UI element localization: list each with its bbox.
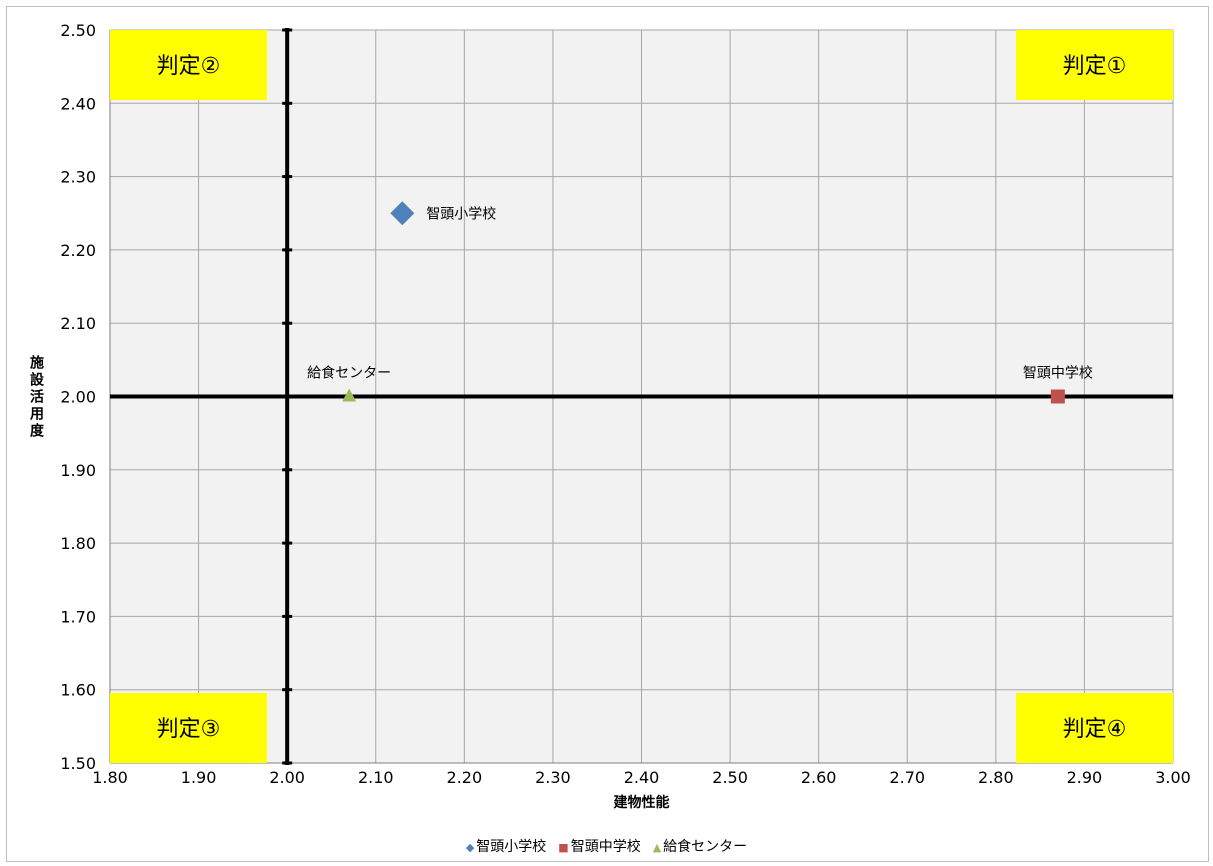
- data-point-diamond: [390, 201, 415, 226]
- legend-entry: ■ 智頭中学校: [558, 836, 640, 856]
- data-label: 智頭中学校: [1023, 365, 1093, 382]
- legend-marker-icon: ◆: [465, 841, 475, 854]
- x-tick-label: 1.90: [181, 768, 217, 787]
- quadrant-zone-top-left: [110, 30, 267, 100]
- quadrant-label-bottom-left: 判定③: [157, 717, 221, 742]
- y-tick-label: 1.70: [60, 607, 96, 626]
- y-tick-label: 2.10: [60, 314, 96, 333]
- x-tick-label: 2.10: [358, 768, 394, 787]
- y-tick-label: 2.40: [60, 94, 96, 113]
- legend-label: 智頭小学校: [476, 839, 547, 855]
- y-tick-label: 2.50: [60, 21, 96, 40]
- legend-entry: ◆ 智頭小学校: [466, 836, 546, 856]
- y-tick-label: 2.00: [60, 388, 96, 407]
- x-axis-title: 建物性能: [614, 794, 670, 811]
- x-tick-label: 2.40: [624, 768, 660, 787]
- legend-entry: ▲ 給食センター: [653, 836, 747, 856]
- x-tick-label: 2.20: [447, 768, 483, 787]
- y-tick-label: 1.80: [60, 534, 96, 553]
- y-axis-title: 施設活用度: [30, 355, 45, 440]
- x-tick-label: 2.30: [535, 768, 571, 787]
- legend: ◆ 智頭小学校 ■ 智頭中学校 ▲ 給食センター: [0, 836, 1213, 856]
- quadrant-zone-bottom-right: [1016, 693, 1173, 763]
- legend-label: 給食センター: [663, 839, 748, 855]
- x-tick-label: 2.70: [889, 768, 925, 787]
- x-tick-label: 2.80: [978, 768, 1014, 787]
- y-tick-label: 2.30: [60, 168, 96, 187]
- quadrant-label-top-left: 判定②: [157, 54, 221, 79]
- legend-label: 智頭中学校: [570, 839, 641, 855]
- quadrant-label-bottom-right: 判定④: [1063, 717, 1127, 742]
- x-tick-label: 2.50: [712, 768, 748, 787]
- x-tick-label: 3.00: [1155, 768, 1191, 787]
- legend-marker-icon: ▲: [652, 841, 662, 854]
- data-label: 給食センター: [307, 365, 391, 382]
- x-tick-label: 1.80: [92, 768, 128, 787]
- x-tick-label: 2.00: [269, 768, 305, 787]
- y-tick-label: 1.90: [60, 461, 96, 480]
- y-tick-label: 2.20: [60, 241, 96, 260]
- y-tick-label: 1.50: [60, 754, 96, 773]
- legend-marker-icon: ■: [558, 841, 569, 854]
- data-label: 智頭小学校: [426, 205, 496, 222]
- y-tick-label: 1.60: [60, 681, 96, 700]
- data-point-square: [1050, 389, 1065, 404]
- data-point-triangle: [342, 388, 357, 402]
- quadrant-zone-bottom-left: [110, 693, 267, 763]
- quadrant-zone-top-right: [1016, 30, 1173, 100]
- x-tick-label: 2.60: [801, 768, 837, 787]
- quadrant-label-top-right: 判定①: [1063, 54, 1127, 79]
- x-tick-label: 2.90: [1067, 768, 1103, 787]
